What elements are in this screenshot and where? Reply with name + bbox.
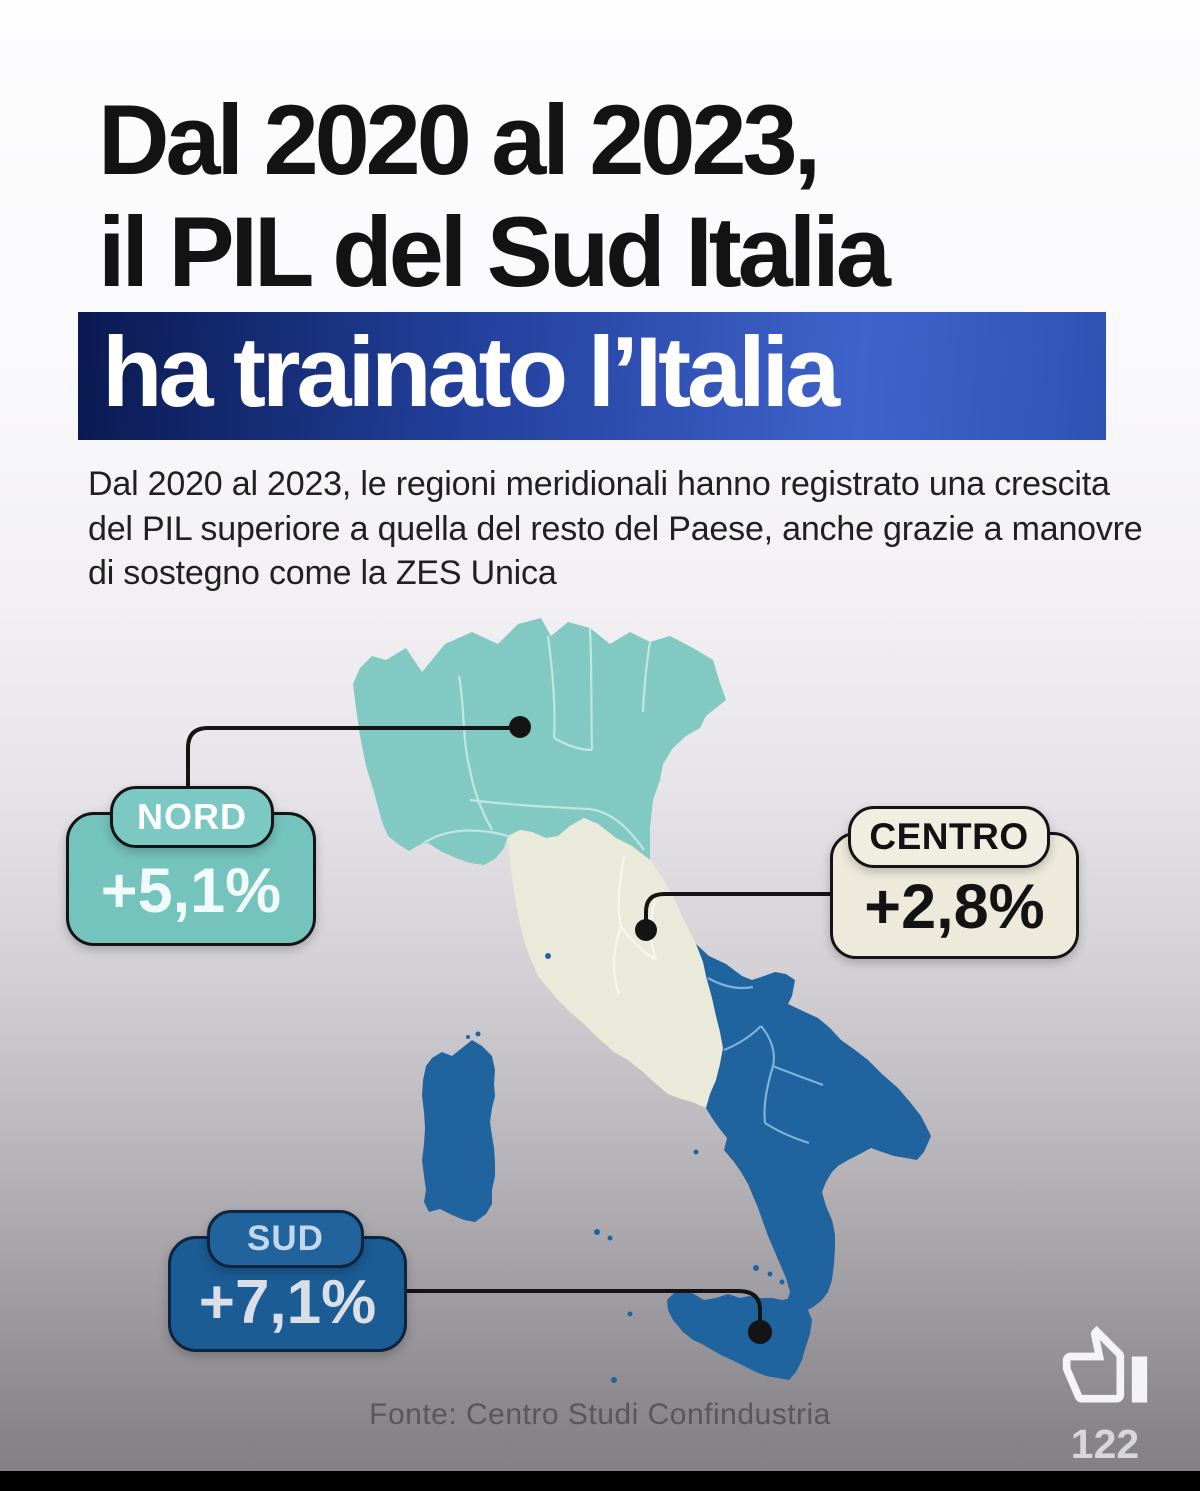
badge-centro-value: +2,8% [864,871,1045,942]
subtitle: Dal 2020 al 2023, le regioni meridionali… [88,465,1143,593]
title-line-2: il PIL del Sud Italia [98,195,891,307]
thumbs-up-icon[interactable] [1059,1322,1151,1414]
map-region-sicilia [667,1290,812,1380]
map-borders-nord [419,627,652,851]
badge-centro-label-pill: CENTRO [848,806,1050,868]
source-credit: Fonte: Centro Studi Confindustria [369,1398,831,1431]
badge-nord-value: +5,1% [100,856,282,926]
badge-nord-label: NORD [137,796,247,837]
badge-centro-label: CENTRO [869,816,1029,857]
like-count: 122 [1070,1421,1140,1467]
badge-sud-value: +7,1% [198,1267,377,1337]
badge-nord-label-pill: NORD [110,786,274,848]
badge-sud-label: SUD [247,1219,324,1258]
letterbox-bar [0,1471,1200,1491]
title-highlight-text: ha trainato l’Italia [102,316,840,427]
map-region-sardegna [422,1040,495,1222]
badge-sud-label-pill: SUD [207,1210,364,1268]
map-region-sud [696,944,931,1318]
italy-map [353,618,931,1383]
page-title: Dal 2020 al 2023, il PIL del Sud Italia [98,84,1178,308]
map-borders-sud [707,977,824,1145]
map-region-nord [353,618,726,865]
title-highlight-band: ha trainato l’Italia [78,312,1106,440]
like-control[interactable]: 122 [1050,1322,1160,1468]
title-line-1: Dal 2020 al 2023, [98,84,821,195]
map-region-centro [508,818,723,1108]
